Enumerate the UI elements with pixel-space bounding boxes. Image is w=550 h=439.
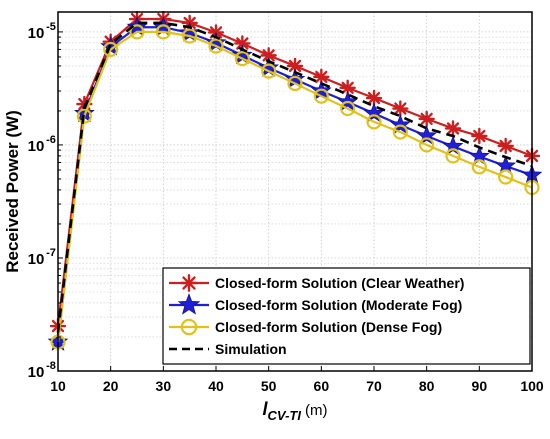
marker-star [390,114,411,134]
legend-entry: Closed-form Solution (Dense Fog) [169,318,442,336]
marker-circle [182,28,198,44]
plot-frame [57,11,533,372]
x-tick-label: 20 [103,378,119,394]
y-tick-label: 10 [28,251,45,268]
marker-asterisk-stroke [262,49,275,62]
x-tick-label: 80 [419,378,435,394]
legend-label: Closed-form Solution (Clear Weather) [215,275,464,291]
legend-entry: Simulation [169,341,287,357]
x-tick-label: 60 [314,378,330,394]
marker-asterisk [339,79,356,97]
marker-asterisk-stroke [236,37,249,50]
marker-asterisk-stroke [367,91,381,105]
marker-circle [419,137,435,153]
legend: Closed-form Solution (Clear Weather) Clos… [162,267,531,365]
marker-asterisk-stroke [315,70,328,84]
y-tick-exponent: -5 [46,21,56,33]
marker-circle [180,318,198,336]
marker-asterisk-stroke [182,276,196,290]
y-tick-exponent: -8 [46,360,56,372]
marker-asterisk-stroke [341,81,354,94]
marker-circle [498,169,514,185]
legend-entry: Closed-form Solution (Moderate Fog) [169,293,462,315]
marker-circle [208,38,224,54]
marker-circle [445,148,461,164]
marker-asterisk [392,100,409,117]
marker-asterisk [418,110,435,128]
x-axis-label-sub: CV-TI [268,408,302,423]
marker-circle [234,51,250,67]
y-tick-label: 10 [28,364,45,381]
x-tick-label: 40 [208,378,224,394]
x-tick-label: 30 [156,378,172,394]
marker-circle [392,124,408,140]
y-tick-exponent: -7 [46,247,56,259]
legend-box [162,267,531,365]
legend-label: Simulation [215,341,287,357]
marker-star [469,145,490,166]
marker-circle [155,24,171,40]
legend-label: Closed-form Solution (Moderate Fog) [215,297,462,313]
x-tick-label: 10 [50,378,66,394]
series-3 [56,21,533,333]
marker-circle [471,159,487,175]
series-line [56,30,533,343]
marker-circle [261,63,277,79]
y-tick-label: 10 [28,138,45,155]
marker-asterisk-stroke [446,122,460,135]
marker-star [177,293,201,315]
y-tick-exponent: -6 [46,134,56,146]
marker-circle [103,41,119,58]
marker-circle [340,100,356,117]
x-tick-label: 50 [261,378,277,394]
marker-circle [129,24,145,40]
marker-star [416,125,437,145]
legend-entry: Closed-form Solution (Clear Weather) [169,274,464,292]
x-tick-label: 100 [520,378,544,394]
x-axis-label-unit: (m) [305,402,328,419]
legend-label: Closed-form Solution (Dense Fog) [215,319,442,335]
x-axis-label: lCV-TI (m) [263,399,328,423]
marker-asterisk [471,127,488,145]
series-2 [50,24,540,350]
marker-circle [313,88,329,104]
marker-circle [287,75,303,92]
marker-asterisk-stroke [394,102,407,115]
series-line-simulation [56,21,533,333]
marker-asterisk-stroke [420,112,433,126]
marker-star [442,135,464,156]
marker-asterisk [180,274,198,292]
x-axis-label-main: l [263,399,269,419]
x-tick-label: 70 [366,378,382,394]
y-tick-label: 10 [28,25,45,42]
marker-circle [76,108,92,124]
marker-asterisk-stroke [499,139,512,153]
x-tick-label: 90 [472,378,488,394]
y-axis-label: Received Power (W) [3,110,22,273]
marker-asterisk [444,120,462,137]
marker-asterisk-stroke [288,59,302,73]
marker-circle [366,114,382,130]
marker-asterisk [497,137,514,155]
marker-asterisk-stroke [473,129,486,143]
